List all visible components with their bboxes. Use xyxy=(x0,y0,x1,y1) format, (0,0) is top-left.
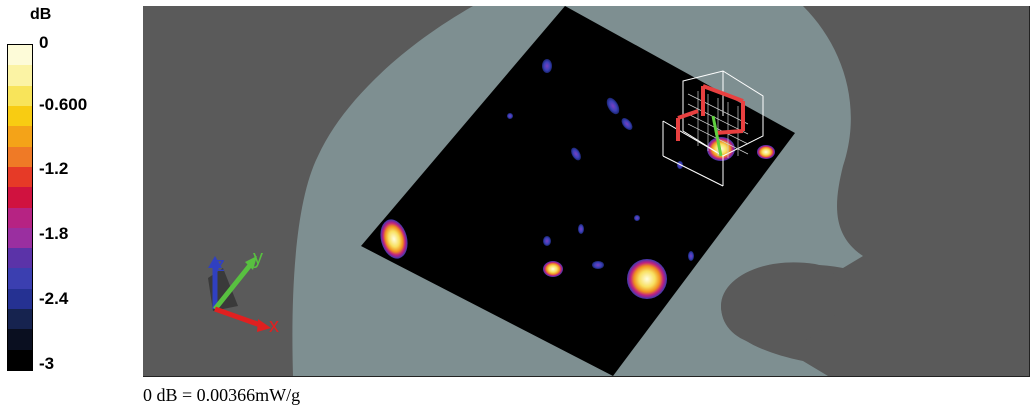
z-axis-label: z xyxy=(215,254,225,276)
color-scale-tick: -3 xyxy=(39,354,55,373)
color-scale-segment xyxy=(8,207,32,228)
color-scale-segment xyxy=(8,329,32,350)
color-scale-segment xyxy=(8,166,32,188)
phantom-notch xyxy=(721,262,842,347)
color-scale-tick: -1.2 xyxy=(39,159,69,178)
sar-3d-viewport[interactable]: z y x xyxy=(143,6,1030,377)
color-scale-tick: 0 xyxy=(39,33,49,52)
color-scale-segment xyxy=(8,349,32,370)
color-scale-bar xyxy=(7,44,33,371)
scan-area xyxy=(361,6,795,376)
color-scale-tick: -2.4 xyxy=(39,289,69,308)
y-axis-label: y xyxy=(253,247,263,269)
sar-plot-canvas[interactable]: z y x xyxy=(143,6,1029,376)
reference-caption: 0 dB = 0.00366mW/g xyxy=(143,385,301,405)
color-scale-segment xyxy=(8,146,32,167)
color-scale-segment xyxy=(8,309,32,330)
axis-triad xyxy=(208,256,271,332)
color-scale-segment xyxy=(8,126,32,147)
color-scale-tick: -0.600 xyxy=(39,95,88,114)
color-scale-segment xyxy=(8,227,32,249)
color-scale-segment xyxy=(8,65,32,86)
color-scale-segment xyxy=(8,268,32,289)
color-scale-segment xyxy=(8,105,32,127)
x-axis-label: x xyxy=(269,315,279,337)
color-scale-segment xyxy=(8,85,32,106)
legend-unit-label: dB xyxy=(30,6,52,23)
color-scale-tick: -1.8 xyxy=(39,224,69,243)
color-scale-segment xyxy=(8,45,32,66)
color-scale-segment xyxy=(8,187,32,208)
color-scale-segment xyxy=(8,288,32,310)
device-wireframe xyxy=(662,70,764,187)
color-scale-segment xyxy=(8,248,32,269)
